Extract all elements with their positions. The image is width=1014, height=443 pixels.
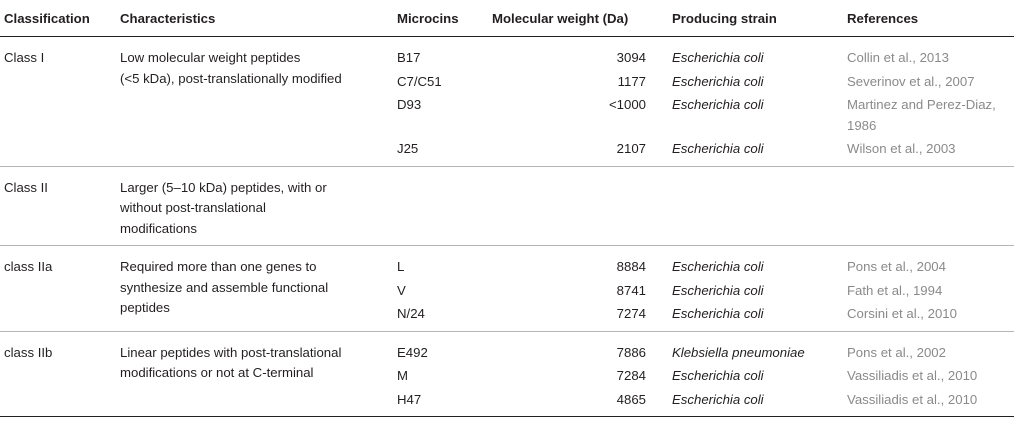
text-line: peptides <box>120 300 170 315</box>
text-line: Fath et al., 1994 <box>847 282 943 298</box>
header-row: Classification Characteristics Microcins… <box>0 0 1014 37</box>
producing-strain-cell: Klebsiella pneumoniae <box>672 344 805 360</box>
characteristics-cell: Required more than one genes to synthesiz… <box>120 245 397 332</box>
molecular-weight-cell: 4865 <box>492 386 672 417</box>
molecular-weight-cell: 3094 <box>616 50 646 65</box>
microcin-cell: C7/C51 <box>397 73 442 89</box>
text-line: Severinov et al., 2007 <box>847 73 975 89</box>
molecular-weight-cell: 2107 <box>492 136 672 167</box>
header-molecular-weight: Molecular weight (Da) <box>492 0 672 37</box>
table-row: H47 4865 Escherichia coli Vassiliadis et al… <box>0 386 1014 417</box>
table-row: Class I Low molecular weight peptides (<5 … <box>0 36 1014 167</box>
reference-cell: Martinez and Perez-Diaz, 1986 <box>847 92 1014 136</box>
microcin-cell <box>397 166 492 246</box>
microcin-cell: N/24 <box>397 301 492 332</box>
classification-cell: class IIb <box>0 331 120 417</box>
producing-strain-cell: Escherichia coli <box>672 259 764 274</box>
text-line: (<5 kDa), post-translationally modified <box>120 70 342 86</box>
text-line: Martinez and Perez-Diaz, <box>847 97 996 112</box>
molecular-weight-cell <box>492 166 672 246</box>
microcin-cell: H47 <box>397 386 492 417</box>
characteristics-cell: Low molecular weight peptides (<5 kDa), p… <box>120 36 397 167</box>
text-line: without post-translational <box>120 200 266 215</box>
header-characteristics: Characteristics <box>120 0 397 37</box>
producing-strain-cell: Escherichia coli <box>672 301 847 332</box>
text-line: Linear peptides with post-translational <box>120 344 342 360</box>
producing-strain-cell: Escherichia coli <box>672 136 847 167</box>
producing-strain-cell: Escherichia coli <box>672 386 847 417</box>
table-row: Class II Larger (5–10 kDa) peptides, with… <box>0 166 1014 246</box>
reference-cell: Severinov et al., 2007 <box>847 69 1014 93</box>
classification-cell: class IIa <box>0 245 120 332</box>
microcin-cell: M <box>397 368 408 383</box>
table-row: D93 <1000 Escherichia coli Martinez and Per… <box>0 92 1014 136</box>
table-row: C7/C51 1177 Escherichia coli Severinov et a… <box>0 69 1014 93</box>
text-line: Required more than one genes to <box>120 259 317 274</box>
table-body: Class I Low molecular weight peptides (<5 … <box>0 36 1014 417</box>
classification-cell: Class II <box>0 166 120 246</box>
text-line: Low molecular weight peptides <box>120 50 301 65</box>
table-row: J25 2107 Escherichia coli Wilson et al., 20… <box>0 136 1014 167</box>
characteristics-cell: Linear peptides with post-translational m… <box>120 331 397 417</box>
microcin-cell: L <box>397 259 405 274</box>
reference-cell: Vassiliadis et al., 2010 <box>847 386 1014 417</box>
text-line: modifications <box>120 220 197 236</box>
reference-cell: Wilson et al., 2003 <box>847 136 1014 167</box>
text-line: Vassiliadis et al., 2010 <box>847 368 978 383</box>
header-microcins: Microcins <box>397 0 492 37</box>
molecular-weight-cell: 8884 <box>616 259 646 274</box>
molecular-weight-cell: 7274 <box>492 301 672 332</box>
classification-cell: Class I <box>0 36 120 167</box>
table-row: N/24 7274 Escherichia coli Corsini et al., … <box>0 301 1014 332</box>
molecular-weight-cell: 7284 <box>616 368 646 383</box>
text-line: Collin et al., 2013 <box>847 50 949 65</box>
producing-strain-cell: Escherichia coli <box>672 97 764 112</box>
reference-cell: Pons et al., 2002 <box>847 331 1014 363</box>
header-references: References <box>847 0 1014 37</box>
reference-cell: Vassiliadis et al., 2010 <box>847 363 1014 387</box>
microcin-cell: B17 <box>397 50 421 65</box>
microcins-table: Classification Characteristics Microcins… <box>0 0 1014 417</box>
table-row: M 7284 Escherichia coli Vassiliadis et al.,… <box>0 363 1014 387</box>
molecular-weight-cell: 7886 <box>616 344 646 360</box>
microcin-cell: V <box>397 282 406 298</box>
text-line: Vassiliadis et al., 2010 <box>847 391 978 407</box>
microcin-cell: E492 <box>397 344 428 360</box>
molecular-weight-cell: 8741 <box>616 282 646 298</box>
characteristics-cell: Larger (5–10 kDa) peptides, with or witho… <box>120 166 397 246</box>
producing-strain-cell: Escherichia coli <box>672 368 764 383</box>
text-line: modifications or not at C-terminal <box>120 365 314 380</box>
producing-strain-cell: Escherichia coli <box>672 50 764 65</box>
reference-cell: Corsini et al., 2010 <box>847 301 1014 332</box>
molecular-weight-cell: <1000 <box>608 97 646 112</box>
microcin-cell: D93 <box>397 97 422 112</box>
text-line: Pons et al., 2002 <box>847 344 946 360</box>
producing-strain-cell: Escherichia coli <box>672 282 764 298</box>
molecular-weight-cell: 1177 <box>617 73 646 89</box>
reference-cell <box>847 166 1014 246</box>
header-classification: Classification <box>0 0 120 37</box>
reference-cell: Collin et al., 2013 <box>847 37 1014 69</box>
text-line: Larger (5–10 kDa) peptides, with or <box>120 179 327 195</box>
table-row: class IIa Required more than one genes to… <box>0 245 1014 332</box>
text-line: Wilson et al., 2003 <box>847 141 956 156</box>
text-line: 1986 <box>847 117 877 133</box>
microcin-cell: J25 <box>397 136 492 167</box>
text-line: Pons et al., 2004 <box>847 259 946 274</box>
producing-strain-cell <box>672 166 847 246</box>
text-line: synthesize and assemble functional <box>120 279 329 295</box>
table-row: V 8741 Escherichia coli Fath et al., 1994 <box>0 278 1014 302</box>
text-line: Corsini et al., 2010 <box>847 306 957 321</box>
producing-strain-cell: Escherichia coli <box>672 73 764 89</box>
reference-cell: Fath et al., 1994 <box>847 278 1014 302</box>
table-row: class IIb Linear peptides with post-trans… <box>0 331 1014 417</box>
header-producing-strain: Producing strain <box>672 0 847 37</box>
reference-cell: Pons et al., 2004 <box>847 246 1014 278</box>
